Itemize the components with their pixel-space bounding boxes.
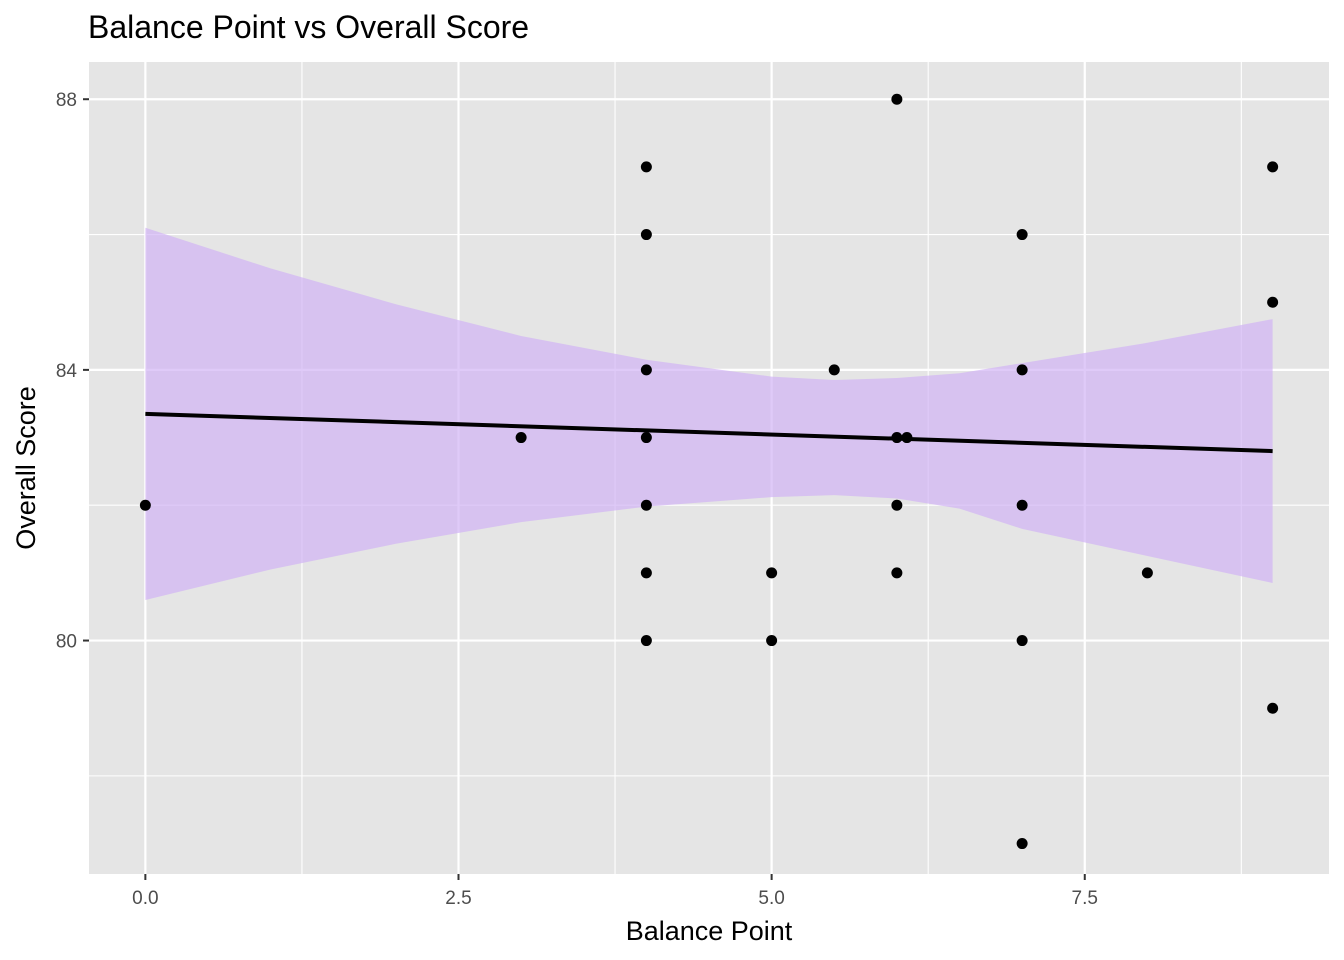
data-point [891,499,903,511]
chart-title: Balance Point vs Overall Score [88,9,529,45]
data-point [640,364,652,376]
data-point [1016,499,1028,511]
data-point [1267,702,1279,714]
data-point [1267,161,1279,173]
x-tick-label: 5.0 [758,888,784,909]
x-tick-label: 2.5 [445,888,471,909]
y-axis-title: Overall Score [11,386,41,550]
x-tick-label: 7.5 [1072,888,1098,909]
y-tick-label: 88 [56,90,77,111]
x-tick-label: 0.0 [132,888,158,909]
confidence-band [145,227,1273,601]
data-point [640,635,652,647]
data-point [640,567,652,579]
data-point [640,432,652,444]
data-point [828,364,840,376]
data-point [766,635,778,647]
data-point [1141,567,1153,579]
axes: 0.0 2.5 5.0 7.5 80 84 88 [56,90,1098,909]
points-layer [139,93,1279,850]
y-tick-label: 84 [56,361,78,382]
data-point [640,229,652,241]
data-point [139,499,151,511]
data-point [891,567,903,579]
data-point [640,161,652,173]
data-point [515,432,527,444]
data-point [640,499,652,511]
trend-line [145,411,1273,454]
data-point [1016,838,1028,850]
data-point [891,93,903,105]
x-axis-title: Balance Point [626,916,793,946]
trend-line-layer [145,411,1273,454]
data-point [766,567,778,579]
confidence-band-layer [145,227,1273,601]
y-tick-label: 80 [56,632,77,653]
data-point [1267,296,1279,308]
data-point [1016,364,1028,376]
data-point [1016,635,1028,647]
data-point [1016,229,1028,241]
